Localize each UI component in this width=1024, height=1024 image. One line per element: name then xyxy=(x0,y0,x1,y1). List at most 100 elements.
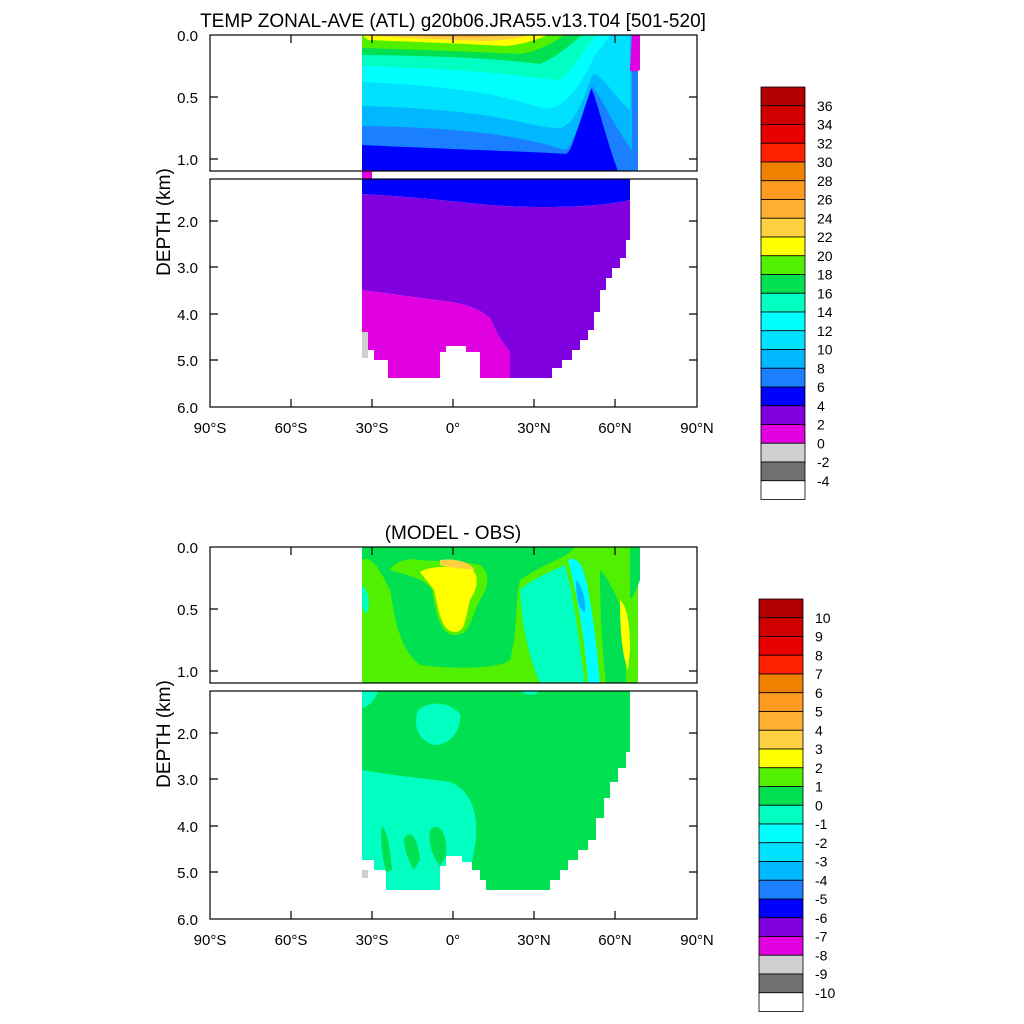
colorbar-box xyxy=(758,617,804,637)
colorbar-label: -6 xyxy=(815,910,828,926)
colorbar-label: 3 xyxy=(815,741,823,757)
colorbar-box xyxy=(760,124,806,144)
colorbar-label: 32 xyxy=(817,135,833,151)
colorbar-label: 36 xyxy=(817,98,833,114)
y-tick-label: 1.0 xyxy=(177,152,198,169)
colorbar-box xyxy=(758,692,804,712)
colorbar-label: 24 xyxy=(817,210,833,226)
y-tick-label: 6.0 xyxy=(177,912,198,929)
colorbar-box xyxy=(760,386,806,407)
colorbar-box xyxy=(760,255,806,275)
x-tick-labels: 90°S 60°S 30°S 0° 30°N 60°N 90°N xyxy=(194,420,714,437)
colorbar-label: -7 xyxy=(815,929,828,945)
colorbar-box xyxy=(758,823,804,844)
colorbar-box xyxy=(758,954,804,975)
colorbar-label: 9 xyxy=(815,629,823,645)
x-tick-label: 60°S xyxy=(275,420,308,437)
y-tick-labels: 0.0 0.5 1.0 2.0 3.0 4.0 5.0 6.0 xyxy=(177,28,198,417)
x-tick-label: 60°N xyxy=(598,420,632,437)
colorbar-box xyxy=(758,804,804,825)
y-axis-label: DEPTH (km) xyxy=(154,680,175,788)
colorbar-label: 20 xyxy=(817,248,833,264)
panel-model-minus-obs: (MODEL - OBS) DEPTH (km) xyxy=(154,523,835,1012)
colorbar-box xyxy=(760,199,806,219)
colorbar-label: 10 xyxy=(817,342,833,358)
y-tick-label: 6.0 xyxy=(177,400,198,417)
colorbar-box xyxy=(760,142,806,163)
y-tick-label: 4.0 xyxy=(177,307,198,324)
x-tick-label: 60°S xyxy=(275,932,308,949)
y-tick-label: 2.0 xyxy=(177,214,198,231)
x-tick-label: 30°S xyxy=(356,420,389,437)
colorbar-label: 4 xyxy=(815,722,823,738)
colorbar-box xyxy=(760,424,806,444)
colorbar-box xyxy=(760,349,806,369)
y-tick-label: 5.0 xyxy=(177,865,198,882)
colorbar-box xyxy=(760,292,806,313)
colorbar-label: 0 xyxy=(817,435,825,451)
axes xyxy=(209,34,698,408)
lower-section-fill xyxy=(362,691,630,890)
x-tick-label: 30°N xyxy=(517,932,551,949)
colorbar-label: 8 xyxy=(815,647,823,663)
colorbar-box xyxy=(758,786,804,806)
x-tick-label: 90°N xyxy=(680,420,714,437)
colorbar-box xyxy=(760,180,806,200)
colorbar-label: 14 xyxy=(817,304,833,320)
y-axis-label: DEPTH (km) xyxy=(154,168,175,276)
colorbar-box xyxy=(758,748,804,769)
colorbar-box xyxy=(758,636,804,656)
colorbar-box xyxy=(758,992,804,1012)
colorbar-label: 12 xyxy=(817,323,833,339)
chart-title: (MODEL - OBS) xyxy=(385,523,522,544)
y-tick-label: 0.0 xyxy=(177,540,198,557)
axes xyxy=(209,546,698,920)
chart-title: TEMP ZONAL-AVE (ATL) g20b06.JRA55.v13.T0… xyxy=(200,11,706,32)
upper-section-fill xyxy=(362,35,640,171)
colorbar-box xyxy=(760,330,806,350)
colorbar-label: -3 xyxy=(815,854,828,870)
colorbar-box xyxy=(760,480,806,500)
y-tick-label: 5.0 xyxy=(177,353,198,370)
colorbar-label: 4 xyxy=(817,398,825,414)
colorbar-label: 22 xyxy=(817,229,833,245)
colorbar-box xyxy=(758,598,804,619)
colorbar-label: -1 xyxy=(815,816,828,832)
colorbar-label: -5 xyxy=(815,891,828,907)
x-tick-label: 90°S xyxy=(194,932,227,949)
y-tick-label: 3.0 xyxy=(177,772,198,789)
colorbar-label: 6 xyxy=(817,379,825,395)
colorbar-box xyxy=(760,311,806,332)
colorbar-box xyxy=(760,274,806,294)
x-tick-label: 90°S xyxy=(194,420,227,437)
y-tick-labels: 0.0 0.5 1.0 2.0 3.0 4.0 5.0 6.0 xyxy=(177,540,198,929)
colorbar-box xyxy=(758,654,804,675)
colorbar-label: 8 xyxy=(817,360,825,376)
y-tick-label: 0.5 xyxy=(177,90,198,107)
colorbar-label: -4 xyxy=(815,872,828,888)
colorbar-label: 5 xyxy=(815,704,823,720)
colorbar-box xyxy=(760,86,806,107)
colorbar-label: 10 xyxy=(815,610,831,626)
y-tick-label: 3.0 xyxy=(177,260,198,277)
colorbar-label: -10 xyxy=(815,985,835,1001)
x-tick-label: 60°N xyxy=(598,932,632,949)
lower-section-fill xyxy=(362,170,630,378)
colorbar-box xyxy=(760,105,806,125)
colorbar-box xyxy=(758,936,804,956)
colorbar-box xyxy=(758,767,804,787)
colorbar-label: -9 xyxy=(815,966,828,982)
colorbar-label: 0 xyxy=(815,797,823,813)
colorbar-box xyxy=(760,161,806,182)
x-tick-label: 90°N xyxy=(680,932,714,949)
colorbar-box xyxy=(760,405,806,425)
y-tick-label: 2.0 xyxy=(177,726,198,743)
colorbar-box xyxy=(758,673,804,694)
colorbar-label: 7 xyxy=(815,666,823,682)
colorbar-box xyxy=(758,917,804,937)
x-tick-label: 30°S xyxy=(356,932,389,949)
colorbar-label: 26 xyxy=(817,192,833,208)
colorbar-box xyxy=(758,879,804,900)
